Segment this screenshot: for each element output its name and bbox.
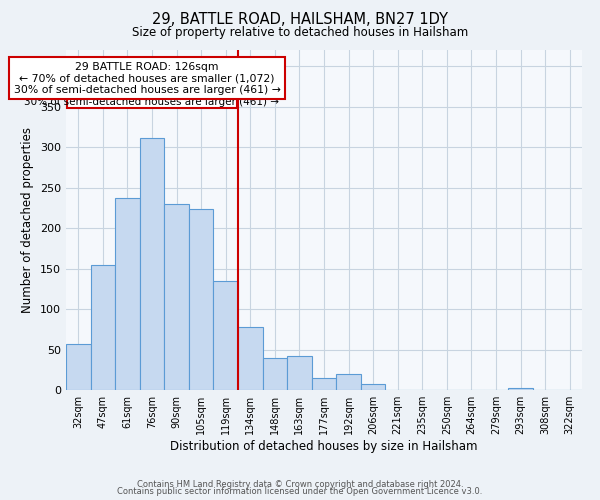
Text: Contains public sector information licensed under the Open Government Licence v3: Contains public sector information licen… [118,487,482,496]
Bar [263,358,287,390]
Bar [115,198,140,390]
Bar [140,138,164,390]
X-axis label: Distribution of detached houses by size in Hailsham: Distribution of detached houses by size … [170,440,478,453]
Bar [67,60,237,108]
Text: ← 70% of detached houses are smaller (1,072): ← 70% of detached houses are smaller (1,… [30,83,274,93]
Bar [189,210,214,390]
Text: 30% of semi-detached houses are larger (461) →: 30% of semi-detached houses are larger (… [25,97,280,107]
Bar [336,374,361,390]
Bar [312,378,336,390]
Bar [214,280,238,390]
Text: 29, BATTLE ROAD, HAILSHAM, BN27 1DY: 29, BATTLE ROAD, HAILSHAM, BN27 1DY [152,12,448,28]
Y-axis label: Number of detached properties: Number of detached properties [22,127,34,313]
Bar [164,204,189,390]
Bar [238,327,263,390]
Bar [508,388,533,390]
Text: 29 BATTLE ROAD: 126sqm: 29 BATTLE ROAD: 126sqm [70,68,233,78]
Text: 29 BATTLE ROAD: 126sqm
← 70% of detached houses are smaller (1,072)
30% of semi-: 29 BATTLE ROAD: 126sqm ← 70% of detached… [14,62,281,95]
Bar [91,266,115,390]
Bar [287,356,312,390]
Bar [361,384,385,390]
Bar [66,344,91,390]
Text: Contains HM Land Registry data © Crown copyright and database right 2024.: Contains HM Land Registry data © Crown c… [137,480,463,489]
Text: Size of property relative to detached houses in Hailsham: Size of property relative to detached ho… [132,26,468,39]
